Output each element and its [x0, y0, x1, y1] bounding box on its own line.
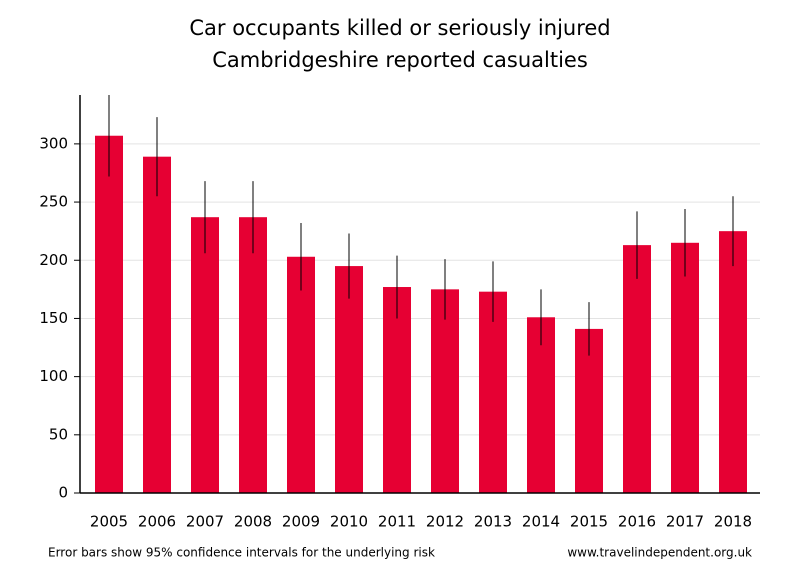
x-tick-label: 2011: [378, 513, 416, 531]
chart-subtitle: Cambridgeshire reported casualties: [212, 48, 588, 72]
footnote: Error bars show 95% confidence intervals…: [48, 546, 435, 560]
bar: [719, 231, 747, 493]
bar: [671, 242, 699, 493]
bar: [431, 289, 459, 493]
y-tick-label: 0: [58, 484, 68, 502]
bar: [95, 135, 123, 493]
y-tick-label: 200: [39, 251, 68, 269]
x-tick-label: 2018: [714, 513, 752, 531]
bar: [575, 328, 603, 493]
bar: [287, 256, 315, 493]
x-tick-label: 2006: [138, 513, 176, 531]
x-tick-label: 2008: [234, 513, 272, 531]
x-tick-label: 2012: [426, 513, 464, 531]
source: www.travelindependent.org.uk: [567, 546, 752, 560]
y-tick-label: 250: [39, 193, 68, 211]
x-tick-label: 2013: [474, 513, 512, 531]
x-tick-label: 2017: [666, 513, 704, 531]
y-tick-label: 50: [49, 425, 68, 443]
bar: [527, 317, 555, 493]
bar: [479, 291, 507, 493]
x-tick-label: 2010: [330, 513, 368, 531]
x-tick-label: 2009: [282, 513, 320, 531]
x-tick-label: 2014: [522, 513, 560, 531]
bar: [335, 266, 363, 493]
x-tick-label: 2007: [186, 513, 224, 531]
bar: [239, 217, 267, 493]
chart-title: Car occupants killed or seriously injure…: [189, 16, 610, 40]
bar: [143, 156, 171, 494]
y-tick-label: 150: [39, 309, 68, 327]
bar: [191, 217, 219, 493]
bar: [383, 287, 411, 493]
y-tick-label: 300: [39, 134, 68, 152]
x-tick-label: 2005: [90, 513, 128, 531]
bar: [623, 245, 651, 493]
x-tick-label: 2016: [618, 513, 656, 531]
x-tick-label: 2015: [570, 513, 608, 531]
y-tick-label: 100: [39, 367, 68, 385]
